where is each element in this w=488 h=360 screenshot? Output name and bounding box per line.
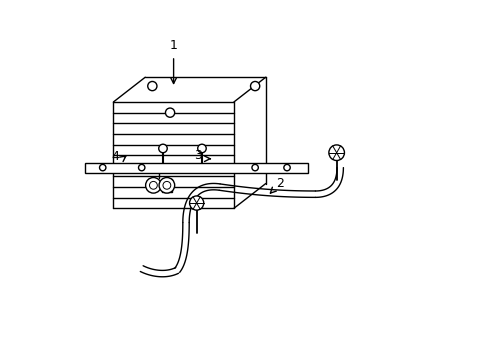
Circle shape (283, 165, 290, 171)
Circle shape (100, 165, 106, 171)
Circle shape (251, 165, 258, 171)
Circle shape (197, 144, 206, 153)
Circle shape (159, 144, 167, 153)
Bar (85, 163, 307, 172)
Text: 2: 2 (275, 177, 284, 190)
Circle shape (328, 145, 344, 161)
Circle shape (165, 108, 174, 117)
Circle shape (138, 165, 144, 171)
Text: 1: 1 (169, 39, 177, 52)
Circle shape (250, 81, 259, 91)
Text: 3: 3 (194, 149, 202, 162)
Circle shape (159, 177, 174, 193)
Circle shape (147, 81, 157, 91)
Bar (161, 179, 172, 192)
Text: 4: 4 (111, 150, 119, 163)
Circle shape (163, 181, 170, 189)
Circle shape (145, 177, 161, 193)
Circle shape (149, 181, 157, 189)
Circle shape (189, 196, 203, 210)
